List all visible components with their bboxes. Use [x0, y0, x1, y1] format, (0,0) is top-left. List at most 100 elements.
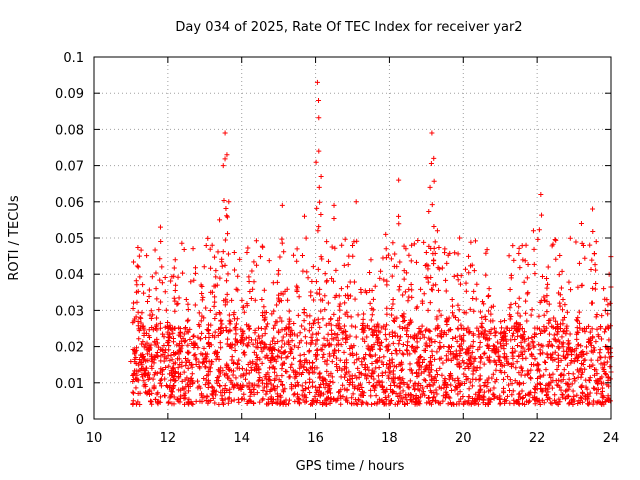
data-point [380, 255, 386, 261]
data-point [272, 377, 278, 383]
data-point [463, 288, 469, 294]
data-point [378, 268, 384, 274]
data-point [369, 370, 375, 376]
data-point [436, 308, 442, 314]
data-point [153, 352, 159, 358]
data-point [530, 338, 536, 344]
data-point [529, 353, 535, 359]
data-point [313, 352, 319, 358]
data-point [308, 334, 314, 340]
data-point [231, 397, 237, 403]
data-point [396, 177, 402, 183]
data-point [186, 388, 192, 394]
data-point [224, 152, 230, 158]
data-point [135, 390, 141, 396]
data-point [352, 296, 358, 302]
data-point [248, 367, 254, 373]
data-point [199, 290, 205, 296]
data-point [171, 401, 177, 407]
data-point [405, 400, 411, 406]
data-point [133, 376, 139, 382]
data-point [343, 371, 349, 377]
data-point [275, 354, 281, 360]
data-point [420, 332, 426, 338]
data-point [228, 377, 234, 383]
data-point [242, 352, 248, 358]
data-point [229, 357, 235, 363]
data-point [599, 400, 605, 406]
data-point [474, 281, 480, 287]
data-point [522, 348, 528, 354]
data-point [598, 391, 604, 397]
data-point [531, 362, 537, 368]
data-point [534, 363, 540, 369]
data-point [217, 275, 223, 281]
data-point [424, 262, 430, 268]
data-point [140, 365, 146, 371]
data-point [428, 274, 434, 280]
data-point [199, 360, 205, 366]
data-point [137, 359, 143, 365]
data-point [477, 344, 483, 350]
y-tick-label: 0.02 [55, 341, 84, 356]
data-point [438, 312, 444, 318]
data-point [426, 208, 432, 214]
data-point [452, 384, 458, 390]
data-point [277, 400, 283, 406]
data-point [550, 378, 556, 384]
data-point [552, 392, 558, 398]
data-point [486, 346, 492, 352]
data-point [389, 334, 395, 340]
data-point [209, 384, 215, 390]
data-point [426, 243, 432, 249]
data-point [412, 349, 418, 355]
data-point [171, 265, 177, 271]
data-point [130, 346, 136, 352]
data-point [434, 314, 440, 320]
data-point [151, 386, 157, 392]
data-point [566, 386, 572, 392]
data-point [495, 339, 501, 345]
data-point [336, 389, 342, 395]
data-point [244, 303, 250, 309]
data-point [298, 338, 304, 344]
data-point [336, 341, 342, 347]
data-point [330, 278, 336, 284]
data-point [498, 400, 504, 406]
data-point [257, 374, 263, 380]
data-point [368, 257, 374, 263]
data-point [470, 371, 476, 377]
data-point [336, 389, 342, 395]
data-point [567, 235, 573, 241]
data-point [133, 289, 139, 295]
data-point [361, 311, 367, 317]
data-point [404, 348, 410, 354]
data-point [225, 271, 231, 277]
data-point [172, 257, 178, 263]
data-point [140, 282, 146, 288]
data-point [178, 387, 184, 393]
data-point [440, 360, 446, 366]
data-point [235, 396, 241, 402]
data-point [333, 267, 339, 273]
data-point [322, 307, 328, 313]
data-point [196, 310, 202, 316]
data-point [486, 357, 492, 363]
data-point [324, 278, 330, 284]
data-point [274, 319, 280, 325]
data-point [510, 355, 516, 361]
data-point [255, 340, 261, 346]
data-point [385, 373, 391, 379]
data-point [467, 379, 473, 385]
data-point [279, 240, 285, 246]
data-point [463, 310, 469, 316]
data-point [510, 388, 516, 394]
data-point [260, 387, 266, 393]
data-point [192, 265, 198, 271]
data-point [501, 342, 507, 348]
data-point [605, 398, 611, 404]
data-point [429, 202, 435, 208]
data-point [598, 325, 604, 331]
data-point [377, 343, 383, 349]
data-point [586, 323, 592, 329]
